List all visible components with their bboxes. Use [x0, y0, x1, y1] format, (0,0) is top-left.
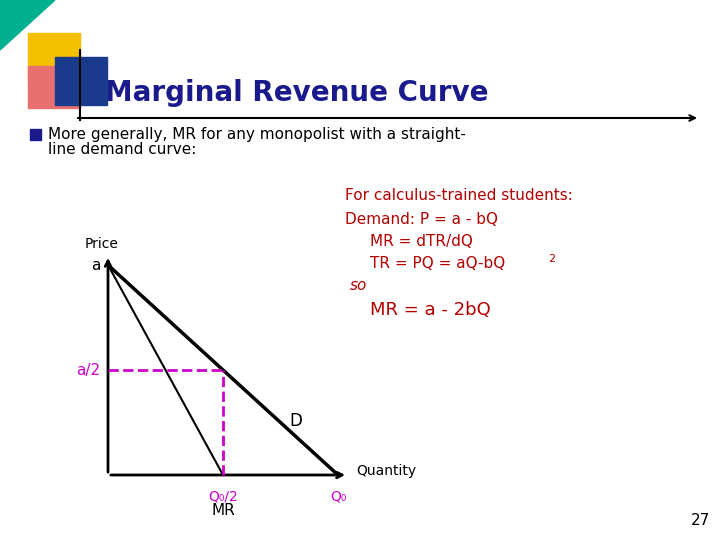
Text: Demand: P = a - bQ: Demand: P = a - bQ	[345, 213, 498, 227]
Polygon shape	[0, 0, 55, 50]
Text: MR = dTR/dQ: MR = dTR/dQ	[370, 234, 473, 249]
Text: D: D	[289, 412, 302, 430]
Text: More generally, MR for any monopolist with a straight-: More generally, MR for any monopolist wi…	[48, 126, 466, 141]
Text: MR: MR	[211, 503, 235, 518]
Text: line demand curve:: line demand curve:	[48, 143, 197, 158]
Bar	[30, 129, 41, 140]
Text: 2: 2	[548, 254, 555, 264]
Text: Marginal Revenue Curve: Marginal Revenue Curve	[105, 79, 488, 107]
Text: Price: Price	[85, 237, 119, 251]
Text: Q₀/2: Q₀/2	[208, 489, 238, 503]
Text: For calculus-trained students:: For calculus-trained students:	[345, 187, 573, 202]
Text: a: a	[91, 258, 100, 273]
Text: so: so	[350, 279, 367, 294]
Bar	[55, 57, 107, 105]
Text: Q₀: Q₀	[330, 489, 346, 503]
Bar	[28, 33, 80, 85]
Bar	[28, 66, 80, 108]
Text: MR = a - 2bQ: MR = a - 2bQ	[370, 301, 491, 319]
Text: a/2: a/2	[76, 362, 100, 377]
Text: 27: 27	[690, 513, 710, 528]
Text: Quantity: Quantity	[356, 464, 416, 478]
Text: TR = PQ = aQ-bQ: TR = PQ = aQ-bQ	[370, 256, 505, 272]
